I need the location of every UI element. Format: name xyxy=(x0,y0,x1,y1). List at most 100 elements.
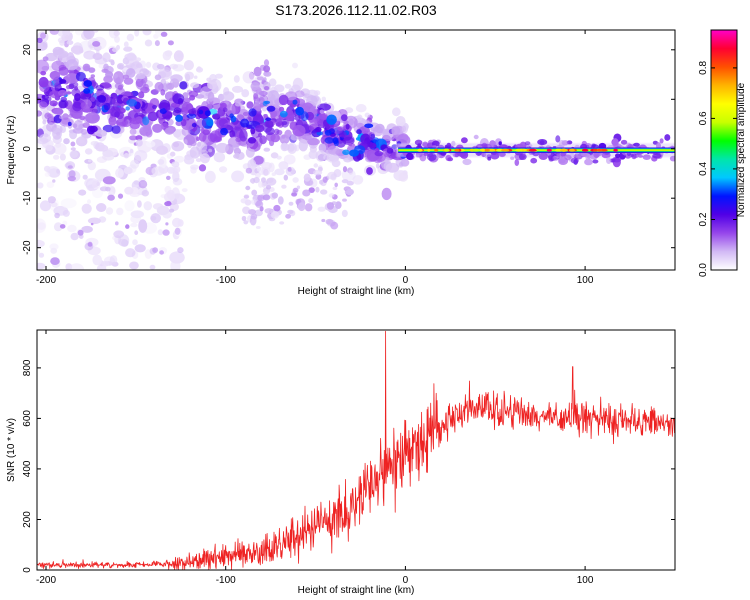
spectrogram-blob xyxy=(81,225,93,233)
spectrogram-blob xyxy=(274,128,280,135)
spectrogram-x-tick-label: -100 xyxy=(216,275,236,286)
spectrogram-blob xyxy=(333,169,342,178)
spectrogram-hotspot xyxy=(59,79,67,84)
spectrogram-blob xyxy=(107,194,115,201)
spectrogram-blob xyxy=(37,250,41,255)
spectrogram-blob xyxy=(169,167,178,174)
spectrogram-blob xyxy=(270,211,280,219)
spectrogram-blob xyxy=(105,207,114,215)
spectrogram-blob xyxy=(52,142,67,155)
bright-line-noise xyxy=(498,141,502,146)
spectrogram-blob xyxy=(173,155,185,163)
bright-line-noise xyxy=(537,139,548,146)
spectrogram-blob xyxy=(158,66,172,81)
spectrogram-blob xyxy=(57,89,68,97)
bright-line-noise xyxy=(560,152,566,157)
spectrogram-blob xyxy=(364,112,370,118)
bright-line-peak xyxy=(454,148,460,152)
spectrogram-blob xyxy=(89,125,98,133)
spectrogram-blob xyxy=(318,143,327,153)
spectrogram-blob xyxy=(262,194,271,201)
spectrogram-blob xyxy=(169,63,179,70)
bright-line-noise xyxy=(558,139,566,149)
spectrogram-hotspot xyxy=(248,108,257,117)
bright-line-noise xyxy=(669,155,675,162)
bright-line-noise xyxy=(564,154,572,161)
spectrogram-blob xyxy=(176,53,184,58)
spectrogram-blob xyxy=(172,93,185,104)
snr-y-tick-label: 600 xyxy=(22,410,33,427)
spectrogram-blob xyxy=(98,144,109,152)
spectrogram-blob xyxy=(281,134,286,139)
spectrogram-blob xyxy=(294,90,305,98)
spectrogram-blob xyxy=(265,184,272,190)
spectrogram-blob xyxy=(188,90,199,98)
spectrogram-blob xyxy=(251,189,258,196)
spectrogram-blob xyxy=(77,229,84,236)
spectrogram-blob xyxy=(170,78,180,87)
spectrogram-hotspot xyxy=(142,116,150,126)
spectrogram-blob xyxy=(123,167,133,175)
spectrogram-blob xyxy=(196,66,202,72)
spectrogram-blob xyxy=(225,103,236,117)
spectrogram-blob xyxy=(317,206,326,212)
spectrogram-blob xyxy=(130,210,144,219)
spectrogram-blob xyxy=(125,224,130,229)
spectrogram-blob xyxy=(381,187,392,201)
spectrogram-blob xyxy=(39,133,52,143)
spectrogram-blob xyxy=(315,150,326,162)
bright-line-noise xyxy=(417,143,422,148)
spectrogram-blob xyxy=(182,92,189,99)
spectrogram-blob xyxy=(111,125,121,134)
spectrogram-blob xyxy=(214,73,223,79)
spectrogram-blob xyxy=(90,222,94,226)
spectrogram-blob xyxy=(142,123,152,133)
spectrogram-hotspot xyxy=(366,167,373,175)
bright-line-peak xyxy=(592,148,598,152)
snr-x-tick-label: 100 xyxy=(577,575,594,586)
spectrogram-hotspot xyxy=(324,137,334,144)
spectrogram-blob xyxy=(271,192,278,199)
spectrogram-blob xyxy=(40,70,47,76)
spectrogram-blob xyxy=(207,91,215,102)
spectrogram-blob xyxy=(92,41,101,47)
spectrogram-blob xyxy=(166,175,171,180)
spectrogram-blob xyxy=(190,82,200,89)
spectrogram-blob xyxy=(332,186,338,191)
spectrogram-x-axis: -200 -100 0 100 xyxy=(36,30,594,286)
colorbar: 0.0 0.2 0.4 0.6 0.8 Normalized spectral ampl… xyxy=(698,29,747,277)
spectrogram-blob xyxy=(39,80,53,88)
spectrogram-blob xyxy=(92,254,102,266)
spectrogram-blob xyxy=(130,117,142,125)
spectrogram-blob xyxy=(181,188,188,193)
bright-line-noise xyxy=(558,158,566,164)
spectrogram-blob xyxy=(360,133,371,145)
spectrogram-blob xyxy=(90,96,96,102)
spectrogram-y-tick-label: 10 xyxy=(22,93,33,105)
spectrogram-blob xyxy=(313,163,319,168)
spectrogram-blob xyxy=(142,30,152,36)
spectrogram-blob xyxy=(221,112,227,118)
colorbar-tick-label: 0.8 xyxy=(698,61,709,75)
spectrogram-hotspot xyxy=(147,111,159,122)
spectrogram-blob xyxy=(143,201,153,211)
spectrogram-blob xyxy=(58,115,65,120)
spectrogram-blob xyxy=(37,182,44,189)
spectrogram-blob xyxy=(292,77,304,91)
spectrogram-blob xyxy=(42,119,47,125)
spectrogram-hotspot xyxy=(364,123,374,129)
spectrogram-blob xyxy=(237,109,250,121)
bright-line-peak xyxy=(546,148,552,152)
spectrogram-blob xyxy=(63,138,70,145)
spectrogram-blob xyxy=(219,166,228,173)
spectrogram-hotspot xyxy=(266,105,276,112)
spectrogram-blob xyxy=(268,78,277,87)
spectrogram-blob xyxy=(172,217,182,228)
spectrogram-hotspot xyxy=(265,120,274,128)
bright-line-noise xyxy=(461,137,468,144)
spectrogram-blob xyxy=(253,155,264,165)
spectrogram-blob xyxy=(190,166,197,174)
spectrogram-x-tick-label: 100 xyxy=(577,275,594,286)
spectrogram-blob xyxy=(102,52,111,63)
